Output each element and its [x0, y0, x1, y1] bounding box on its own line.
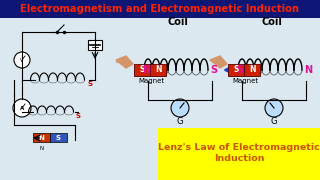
Text: N: N: [40, 145, 44, 150]
Circle shape: [13, 99, 31, 117]
FancyBboxPatch shape: [0, 0, 320, 18]
Text: Coil: Coil: [261, 17, 283, 27]
FancyBboxPatch shape: [150, 64, 166, 76]
Circle shape: [171, 99, 189, 117]
Text: S: S: [233, 66, 239, 75]
FancyBboxPatch shape: [228, 64, 244, 76]
Text: N: N: [38, 134, 44, 141]
FancyBboxPatch shape: [244, 64, 260, 76]
FancyBboxPatch shape: [50, 133, 67, 142]
Polygon shape: [210, 56, 227, 68]
Text: Lenz's Law of Electromagnetic
Induction: Lenz's Law of Electromagnetic Induction: [158, 143, 320, 163]
Circle shape: [14, 52, 30, 68]
Text: S: S: [236, 65, 244, 75]
Text: S: S: [87, 81, 92, 87]
Text: A: A: [20, 105, 24, 111]
Text: G: G: [177, 118, 183, 127]
Text: Coil: Coil: [168, 17, 188, 27]
Text: S: S: [211, 65, 218, 75]
Text: S: S: [76, 113, 81, 119]
Text: N: N: [142, 65, 150, 75]
Text: N: N: [155, 66, 161, 75]
FancyBboxPatch shape: [33, 133, 50, 142]
Circle shape: [265, 99, 283, 117]
Text: S: S: [139, 66, 145, 75]
Text: Magnet: Magnet: [232, 78, 258, 84]
Text: G: G: [271, 118, 277, 127]
FancyBboxPatch shape: [88, 40, 102, 50]
Text: Electromagnetism and Electromagnetic Induction: Electromagnetism and Electromagnetic Ind…: [20, 4, 300, 14]
Text: N: N: [304, 65, 312, 75]
Text: Magnet: Magnet: [138, 78, 164, 84]
Text: N: N: [249, 66, 255, 75]
Polygon shape: [116, 56, 133, 68]
FancyBboxPatch shape: [134, 64, 150, 76]
Text: V: V: [20, 57, 24, 62]
FancyBboxPatch shape: [158, 128, 320, 180]
Text: S: S: [55, 134, 60, 141]
